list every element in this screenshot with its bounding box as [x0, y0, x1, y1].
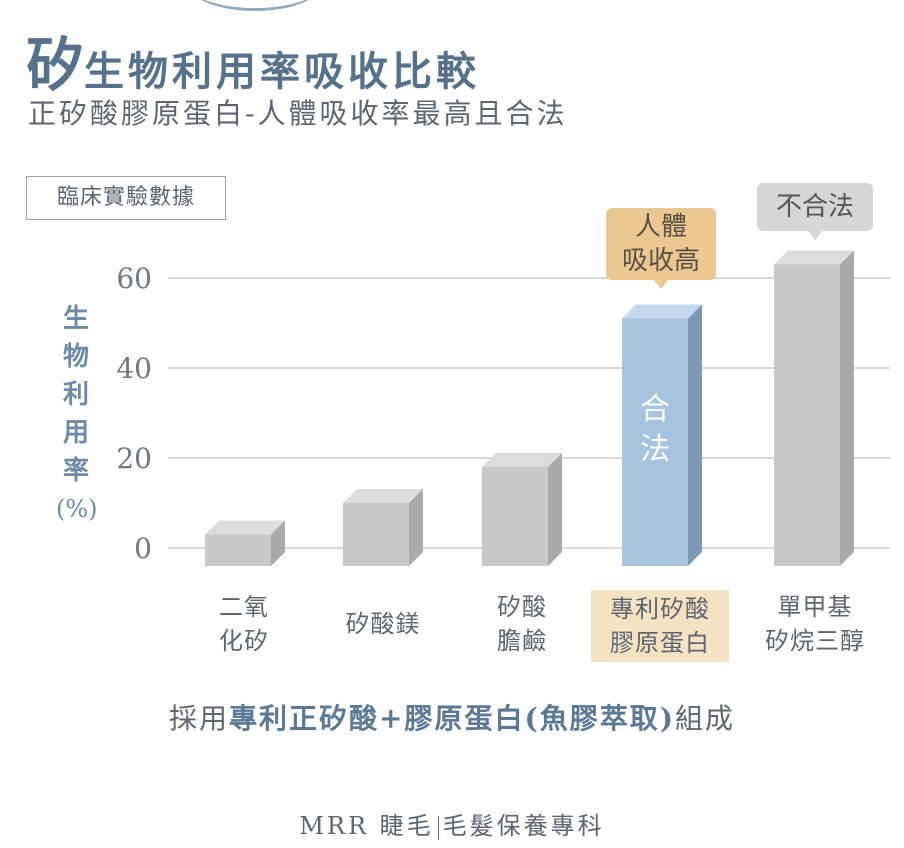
category-label-line: 矽烷三醇 [765, 627, 865, 655]
bar [622, 318, 688, 566]
illegal-callout-text: 不合法 [775, 192, 854, 222]
bar-top [482, 453, 562, 467]
category-label-line: 膽鹼 [497, 627, 547, 655]
bar-top [774, 250, 854, 265]
y-axis-label: 生 物 利 用 率 (%) [56, 300, 98, 528]
absorb-callout-line: 吸收高 [621, 246, 700, 276]
category-label: 二氧 化矽 [179, 590, 309, 658]
bar-side [548, 453, 562, 566]
y-axis-label-char: 利 [62, 380, 89, 410]
callout-tail [807, 230, 823, 240]
bar [774, 264, 840, 566]
illegal-callout: 不合法 [757, 183, 873, 240]
composition-note: 採用專利正矽酸+膠原蛋白(魚膠萃取)組成 [0, 697, 904, 737]
category-label-line: 膠原蛋白 [610, 629, 710, 657]
absorb-callout-line: 人體 [634, 212, 687, 242]
bar-side [840, 250, 854, 566]
bar [343, 503, 409, 566]
legal-bar-label-line: 法 [640, 432, 670, 467]
category-label: 矽酸 膽鹼 [457, 590, 587, 658]
decorative-arc [190, 0, 320, 11]
bar-side [688, 304, 702, 566]
brand-separator [437, 815, 439, 840]
category-label: 矽酸鎂 [318, 607, 448, 641]
bar [205, 534, 271, 566]
composition-prefix: 採用 [169, 702, 230, 735]
y-tick-label: 40 [116, 352, 152, 385]
title-lead: 矽 [26, 31, 85, 99]
category-label: 單甲基 矽烷三醇 [743, 590, 887, 658]
bar-side [271, 520, 285, 566]
bar-side [409, 489, 423, 566]
y-axis-label-char: 生 [62, 304, 89, 334]
y-axis-unit: (%) [56, 495, 98, 523]
page-subtitle: 正矽酸膠原蛋白-人體吸收率最高且合法 [28, 97, 568, 130]
category-label-line: 矽酸 [497, 593, 547, 621]
composition-suffix: 組成 [674, 702, 735, 735]
y-axis-label-char: 用 [62, 418, 89, 448]
callout-tail [653, 279, 669, 289]
brand-right: 毛髮保養專科 [442, 812, 605, 840]
category-label-line: 化矽 [219, 627, 269, 655]
y-axis-label-char: 率 [62, 456, 89, 486]
y-axis-label-char: 物 [62, 342, 89, 372]
category-label-line: 矽酸鎂 [345, 610, 421, 638]
bar-top [622, 304, 702, 319]
page-title: 矽生物利用率吸收比較 [26, 18, 480, 102]
absorb-callout: 人體 吸收高 [606, 208, 716, 289]
clinical-data-label: 臨床實驗數據 [26, 176, 226, 220]
category-label-highlight: 專利矽酸 膠原蛋白 [591, 590, 729, 662]
y-tick-label: 20 [116, 442, 152, 475]
y-tick-label: 0 [134, 532, 152, 565]
legal-bar-label: 合 法 [622, 390, 688, 470]
bar-top [205, 520, 285, 535]
bar-top [343, 489, 423, 503]
brand-left: MRR 睫毛 [299, 812, 434, 840]
bar-chart: 0 20 40 60 [116, 250, 890, 566]
legal-bar-label-line: 合 [640, 392, 670, 427]
y-tick-label: 60 [116, 262, 152, 295]
title-rest: 生物利用率吸收比較 [84, 48, 481, 95]
composition-accent: 專利正矽酸+膠原蛋白(魚膠萃取) [229, 702, 675, 735]
brand-line: MRR 睫毛 毛髮保養專科 [0, 806, 904, 841]
category-label-line: 單甲基 [777, 593, 853, 621]
category-label-line: 專利矽酸 [610, 595, 710, 623]
bar [482, 467, 548, 566]
category-label-line: 二氧 [219, 593, 269, 621]
